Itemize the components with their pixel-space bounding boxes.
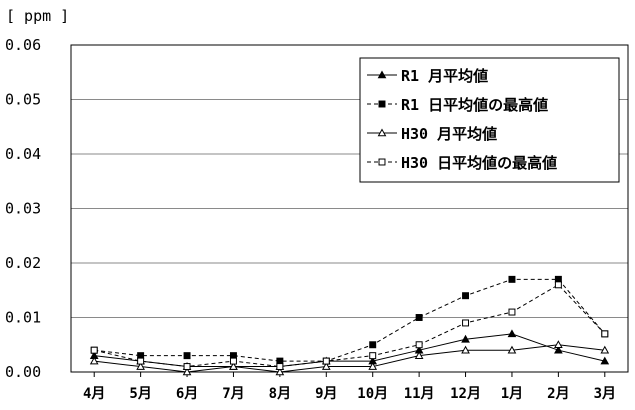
x-tick-label: 11月	[404, 386, 435, 402]
legend-entry: H30 月平均値	[367, 125, 497, 143]
series-line	[94, 284, 606, 368]
data-point	[415, 314, 423, 321]
series-line	[94, 278, 606, 362]
data-point	[507, 329, 517, 338]
series-3	[89, 340, 610, 376]
data-point	[369, 341, 377, 349]
legend-label: R1 月平均値	[401, 67, 488, 85]
y-tick-label: 0.06	[5, 36, 41, 54]
legend-entry: R1 月平均値	[367, 67, 488, 85]
data-point	[377, 70, 387, 79]
data-point	[183, 363, 191, 371]
data-point	[322, 357, 330, 365]
data-point	[89, 356, 99, 365]
x-tick-label: 9月	[315, 386, 337, 402]
y-axis-unit-label: [ ppm ]	[6, 7, 69, 25]
data-point	[377, 128, 387, 137]
x-tick-label: 12月	[450, 386, 481, 402]
data-point	[321, 362, 331, 370]
data-point	[137, 357, 145, 365]
y-tick-label: 0.05	[5, 91, 41, 109]
data-point	[462, 319, 470, 327]
series-4	[90, 281, 609, 371]
data-point	[182, 367, 192, 376]
legend-box	[359, 57, 620, 183]
data-point	[136, 362, 145, 370]
data-point	[600, 345, 610, 354]
x-tick-label: 7月	[222, 386, 244, 402]
legend-label: H30 日平均値の最高値	[401, 154, 557, 172]
data-point	[600, 356, 610, 365]
data-point	[601, 330, 609, 338]
data-point	[507, 345, 517, 354]
x-tick-label: 5月	[129, 386, 151, 402]
legend-entry: H30 日平均値の最高値	[367, 154, 557, 172]
x-tick-label: 2月	[547, 386, 569, 402]
legend-label: R1 日平均値の最高値	[401, 96, 548, 114]
data-point	[414, 351, 424, 359]
y-axis-tick-labels: 0.00 0.01 0.02 0.03 0.04 0.05 0.06	[5, 36, 41, 381]
series-layer	[89, 275, 610, 376]
x-tick-label: 1月	[501, 386, 523, 402]
x-tick-label: 6月	[176, 386, 198, 402]
data-point	[415, 341, 423, 349]
data-point	[461, 334, 470, 343]
data-point	[368, 362, 378, 370]
x-tick-label: 8月	[269, 386, 291, 402]
y-tick-label: 0.04	[5, 145, 41, 163]
data-point	[229, 362, 238, 370]
data-point	[461, 345, 470, 354]
data-point	[378, 100, 386, 108]
x-axis-tick-labels: 4月 5月 6月 7月 8月 9月 10月 11月 12月 1月 2月 3月	[83, 372, 616, 402]
data-point	[90, 346, 98, 354]
x-tick-label: 3月	[594, 386, 616, 402]
data-point	[462, 292, 470, 300]
y-tick-label: 0.03	[5, 200, 41, 218]
y-tick-label: 0.01	[5, 309, 41, 327]
data-point	[183, 352, 191, 360]
legend-label: H30 月平均値	[401, 125, 497, 143]
data-point	[508, 275, 516, 283]
y-tick-label: 0.02	[5, 254, 41, 272]
x-tick-label: 10月	[357, 386, 388, 402]
data-point	[275, 367, 285, 376]
data-point	[554, 340, 563, 349]
data-point	[508, 308, 516, 316]
series-2	[90, 275, 609, 365]
x-tick-label: 4月	[83, 386, 105, 402]
series-1	[89, 329, 610, 370]
legend: R1 月平均値 R1 日平均値の最高値 H30 月平均値 H30 日平均値の最高値	[359, 57, 620, 183]
data-point	[378, 158, 386, 166]
data-point	[276, 363, 284, 371]
series-line	[94, 333, 605, 368]
legend-entry: R1 日平均値の最高値	[367, 96, 548, 114]
data-point	[554, 281, 562, 289]
data-point	[554, 345, 563, 354]
data-point	[229, 357, 237, 365]
plot-area-frame	[70, 44, 629, 373]
series-line	[94, 344, 605, 373]
y-tick-label: 0.00	[5, 363, 41, 381]
data-point	[369, 352, 377, 360]
